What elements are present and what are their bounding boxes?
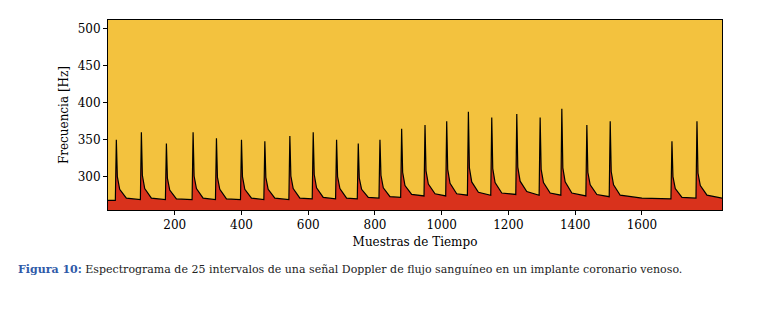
svg-text:200: 200 (163, 218, 186, 232)
html-text:Figura 10: Espectrograma de 25: Figura 10: Espectrograma de 25 intervalo… (18, 263, 683, 276)
svg-text:1400: 1400 (560, 218, 591, 232)
svg-text:1200: 1200 (493, 218, 524, 232)
svg-text:350: 350 (78, 133, 101, 147)
svg-text:400: 400 (230, 218, 253, 232)
svg-text:450: 450 (78, 59, 101, 73)
svg-text:Muestras de Tiempo: Muestras de Tiempo (353, 235, 478, 249)
svg-text:300: 300 (78, 170, 101, 184)
svg-text:600: 600 (297, 218, 320, 232)
svg-text:500: 500 (78, 22, 101, 36)
svg-text:Frecuencia [Hz]: Frecuencia [Hz] (57, 66, 71, 164)
svg-text:1000: 1000 (426, 218, 457, 232)
svg-text:400: 400 (78, 96, 101, 110)
svg-text:1600: 1600 (627, 218, 658, 232)
svg-text:800: 800 (364, 218, 387, 232)
